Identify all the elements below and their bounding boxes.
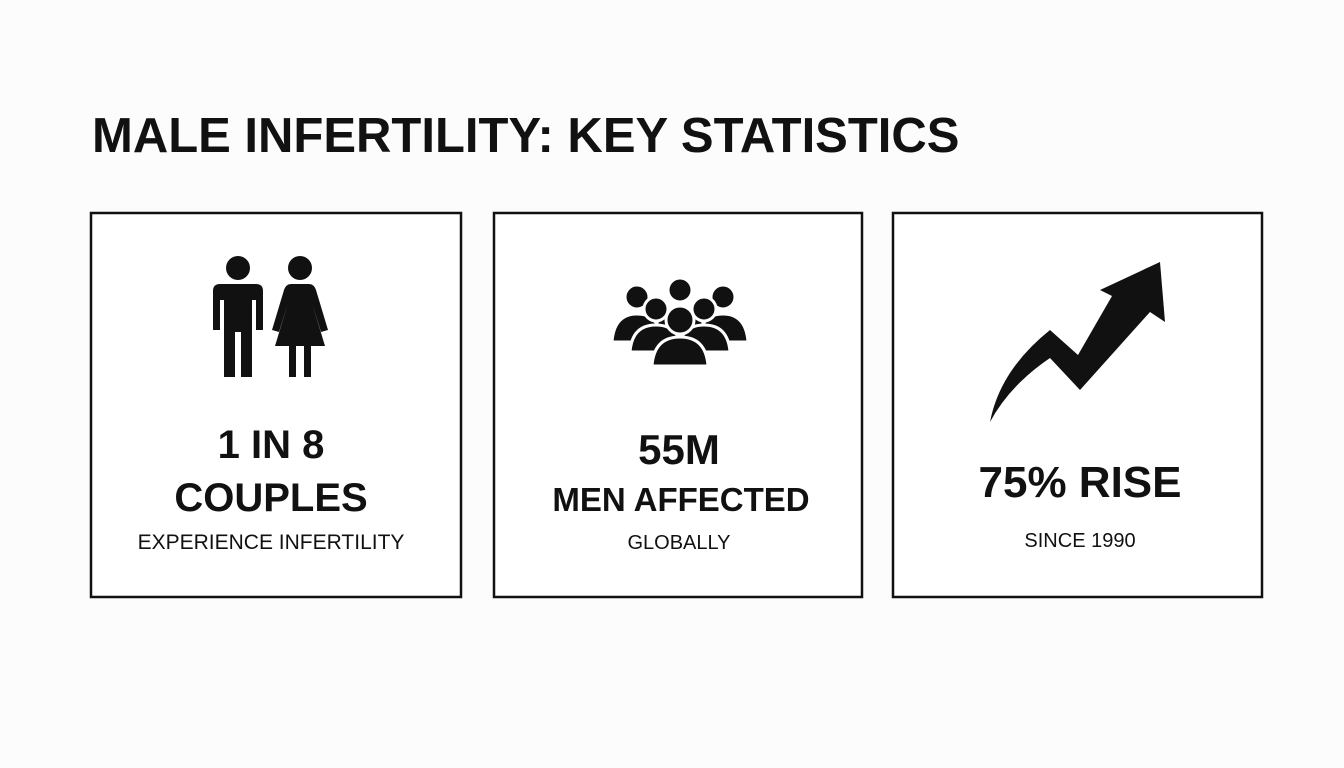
couple-icon [213, 256, 328, 377]
headline: 1 IN 8 [218, 423, 325, 467]
card [891, 211, 1264, 599]
card [89, 211, 463, 599]
headline: 75% RISE [979, 458, 1182, 507]
caption: EXPERIENCE INFERTILITY [138, 531, 405, 554]
headline: MEN AFFECTED [552, 481, 809, 518]
title: MALE INFERTILITY: KEY STATISTICS [92, 109, 959, 163]
headline: COUPLES [174, 476, 367, 520]
caption: SINCE 1990 [1024, 530, 1135, 552]
arrow-icon [990, 262, 1165, 422]
caption: GLOBALLY [627, 532, 730, 554]
headline: 55M [638, 426, 720, 473]
crowd-icon [610, 276, 750, 368]
